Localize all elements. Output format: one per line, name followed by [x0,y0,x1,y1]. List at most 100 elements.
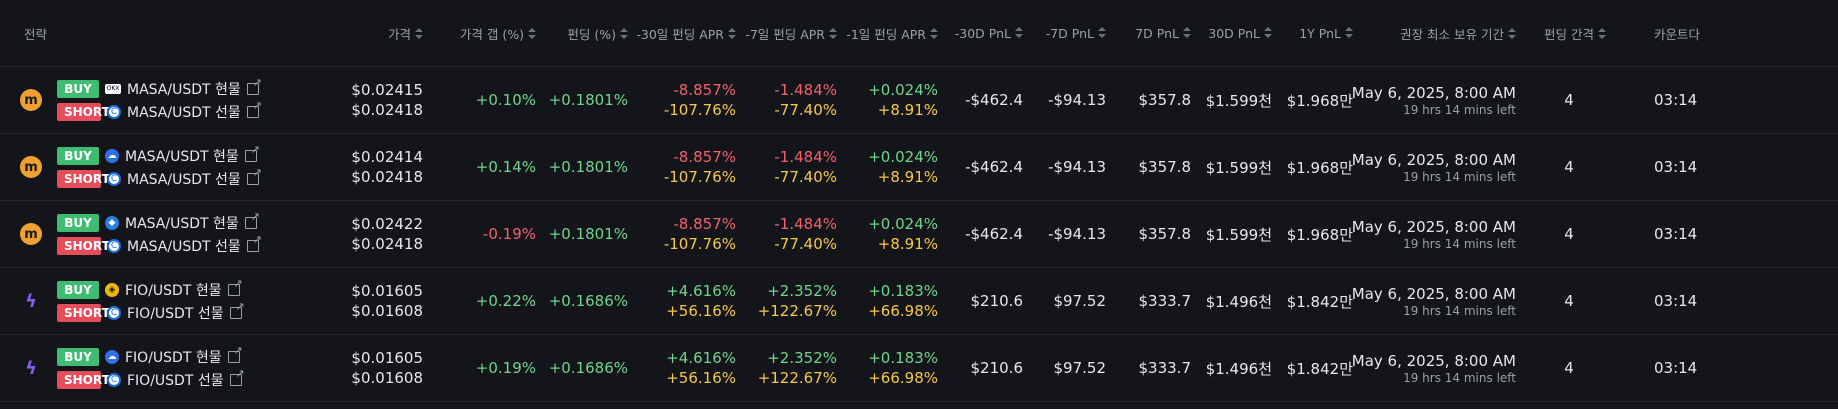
buy-leg: BUY ◈ FIO/USDT 현물 [57,277,243,300]
sort-icon[interactable] [728,27,736,40]
exchange-icon: ☁ [105,148,119,163]
hold-left: 19 hrs 14 mins left [1403,102,1516,117]
sort-icon[interactable] [415,27,423,40]
sort-icon[interactable] [1345,26,1353,39]
price-buy: $0.01605 [351,282,423,300]
external-link-icon[interactable] [246,233,262,252]
sort-icon[interactable] [528,27,536,40]
external-link-icon[interactable] [244,210,260,229]
gap-cell: +0.22% [431,267,544,335]
coin-icon: ϟ [25,357,37,379]
external-link-icon[interactable] [229,300,245,319]
pnl-7-cell: $357.8 [1114,200,1199,268]
sort-icon[interactable] [1598,27,1606,40]
apr30-rate: -8.857% [673,148,736,166]
table-row[interactable]: m BUY ◆ MASA/USDT 현물 SHORT C MASA/USDT 선… [0,200,1838,268]
col-header-gap[interactable]: 가격 갭 (%) [431,0,544,67]
funding-cell: +0.1801% [544,200,636,268]
gap-value: +0.14% [475,158,536,176]
interval-value: 4 [1564,158,1574,176]
gap-value: +0.10% [475,91,536,109]
buy-pair-label: MASA/USDT 현물 [125,148,239,165]
external-link-icon[interactable] [244,143,260,162]
sort-icon[interactable] [930,27,938,40]
col-header-pnl-1y[interactable]: 1Y PnL [1280,0,1361,67]
price-short: $0.02418 [351,235,423,253]
apr1-cell: +0.024% +8.91% [845,200,946,268]
col-header-funding[interactable]: 펀딩 (%) [544,0,636,67]
countdown-value: 03:14 [1654,91,1698,109]
col-header-pnl-7[interactable]: 7D PnL [1114,0,1199,67]
col-header-interval[interactable]: 펀딩 간격 [1524,0,1614,67]
short-badge: SHORT [57,102,110,121]
gap-value: +0.19% [475,359,536,377]
col-header-pnl-30[interactable]: 30D PnL [1199,0,1280,67]
col-header-pnl-m30[interactable]: -30D PnL [946,0,1031,67]
apr30-rate: -8.857% [673,215,736,233]
gap-cell: +0.19% [431,334,544,402]
col-header-apr7[interactable]: -7일 펀딩 APR [744,0,845,67]
short-leg: SHORT C FIO/USDT 선물 [57,300,245,323]
apr30-apr: -107.76% [663,235,736,253]
pnl-30: $1.599천 [1205,91,1272,110]
countdown-value: 03:14 [1654,292,1698,310]
apr7-apr: -77.40% [774,101,837,119]
interval-cell: 4 [1524,334,1614,402]
apr7-rate: -1.484% [774,148,837,166]
price-buy: $0.02415 [351,81,423,99]
price-cell: $0.02415 $0.02418 [245,66,431,134]
sort-icon[interactable] [1183,26,1191,39]
external-link-icon[interactable] [227,344,243,363]
funding-value: +0.1686% [548,292,628,310]
short-badge: SHORT [57,236,110,255]
buy-badge: BUY [57,146,99,165]
col-header-pnl-m7[interactable]: -7D PnL [1031,0,1114,67]
external-link-icon[interactable] [229,367,245,386]
col-header-hold[interactable]: 권장 최소 보유 기간 [1361,0,1524,67]
short-pair-label: FIO/USDT 선물 [127,372,224,389]
buy-leg: BUY ◆ MASA/USDT 현물 [57,210,260,233]
interval-cell: 4 [1524,267,1614,335]
interval-value: 4 [1564,359,1574,377]
sort-icon[interactable] [829,27,837,40]
apr30-rate: +4.616% [666,349,736,367]
external-link-icon[interactable] [246,166,262,185]
price-short: $0.02418 [351,168,423,186]
coin-icon: m [20,223,42,245]
sort-icon[interactable] [1264,26,1272,39]
apr1-rate: +0.183% [868,349,938,367]
hold-cell: May 6, 2025, 8:00 AM 19 hrs 14 mins left [1352,267,1524,335]
price-cell: $0.02422 $0.02418 [245,200,431,268]
strategy-cell: m BUY OKX MASA/USDT 현물 SHORT C MASA/USDT… [0,66,262,134]
funding-value: +0.1686% [548,359,628,377]
short-badge: SHORT [57,303,110,322]
buy-pair-label: MASA/USDT 현물 [127,81,241,98]
external-link-icon[interactable] [246,99,262,118]
short-badge: SHORT [57,370,110,389]
col-header-price[interactable]: 가격 [245,0,431,67]
gap-value: -0.19% [482,225,536,243]
col-header-countdown[interactable]: 카운트다 [1614,0,1838,67]
buy-leg: BUY ☁ FIO/USDT 현물 [57,344,243,367]
table-row[interactable]: ϟ BUY ◈ FIO/USDT 현물 SHORT C FIO/USDT 선물 [0,267,1838,335]
table-row[interactable]: ϟ BUY ☁ FIO/USDT 현물 SHORT C FIO/USDT 선물 [0,334,1838,402]
pnl-7-cell: $333.7 [1114,334,1199,402]
table-row[interactable]: m BUY OKX MASA/USDT 현물 SHORT C MASA/USDT… [0,66,1838,134]
exchange-icon: ◈ [105,282,119,297]
apr30-apr: +56.16% [666,302,736,320]
sort-icon[interactable] [620,27,628,40]
strategy-cell: ϟ BUY ◈ FIO/USDT 현물 SHORT C FIO/USDT 선물 [0,267,245,335]
sort-icon[interactable] [1015,26,1023,39]
table-row[interactable]: m BUY ☁ MASA/USDT 현물 SHORT C MASA/USDT 선… [0,133,1838,201]
pnl-7: $357.8 [1138,91,1192,109]
col-header-apr30[interactable]: -30일 펀딩 APR [636,0,744,67]
col-header-apr1[interactable]: -1일 펀딩 APR [845,0,946,67]
external-link-icon[interactable] [246,76,262,95]
sort-icon[interactable] [1508,27,1516,40]
apr30-apr: +56.16% [666,369,736,387]
external-link-icon[interactable] [227,277,243,296]
funding-cell: +0.1686% [544,334,636,402]
pnl-1y: $1.968만 [1286,158,1353,177]
sort-icon[interactable] [1098,26,1106,39]
pnl-7: $333.7 [1138,292,1192,310]
